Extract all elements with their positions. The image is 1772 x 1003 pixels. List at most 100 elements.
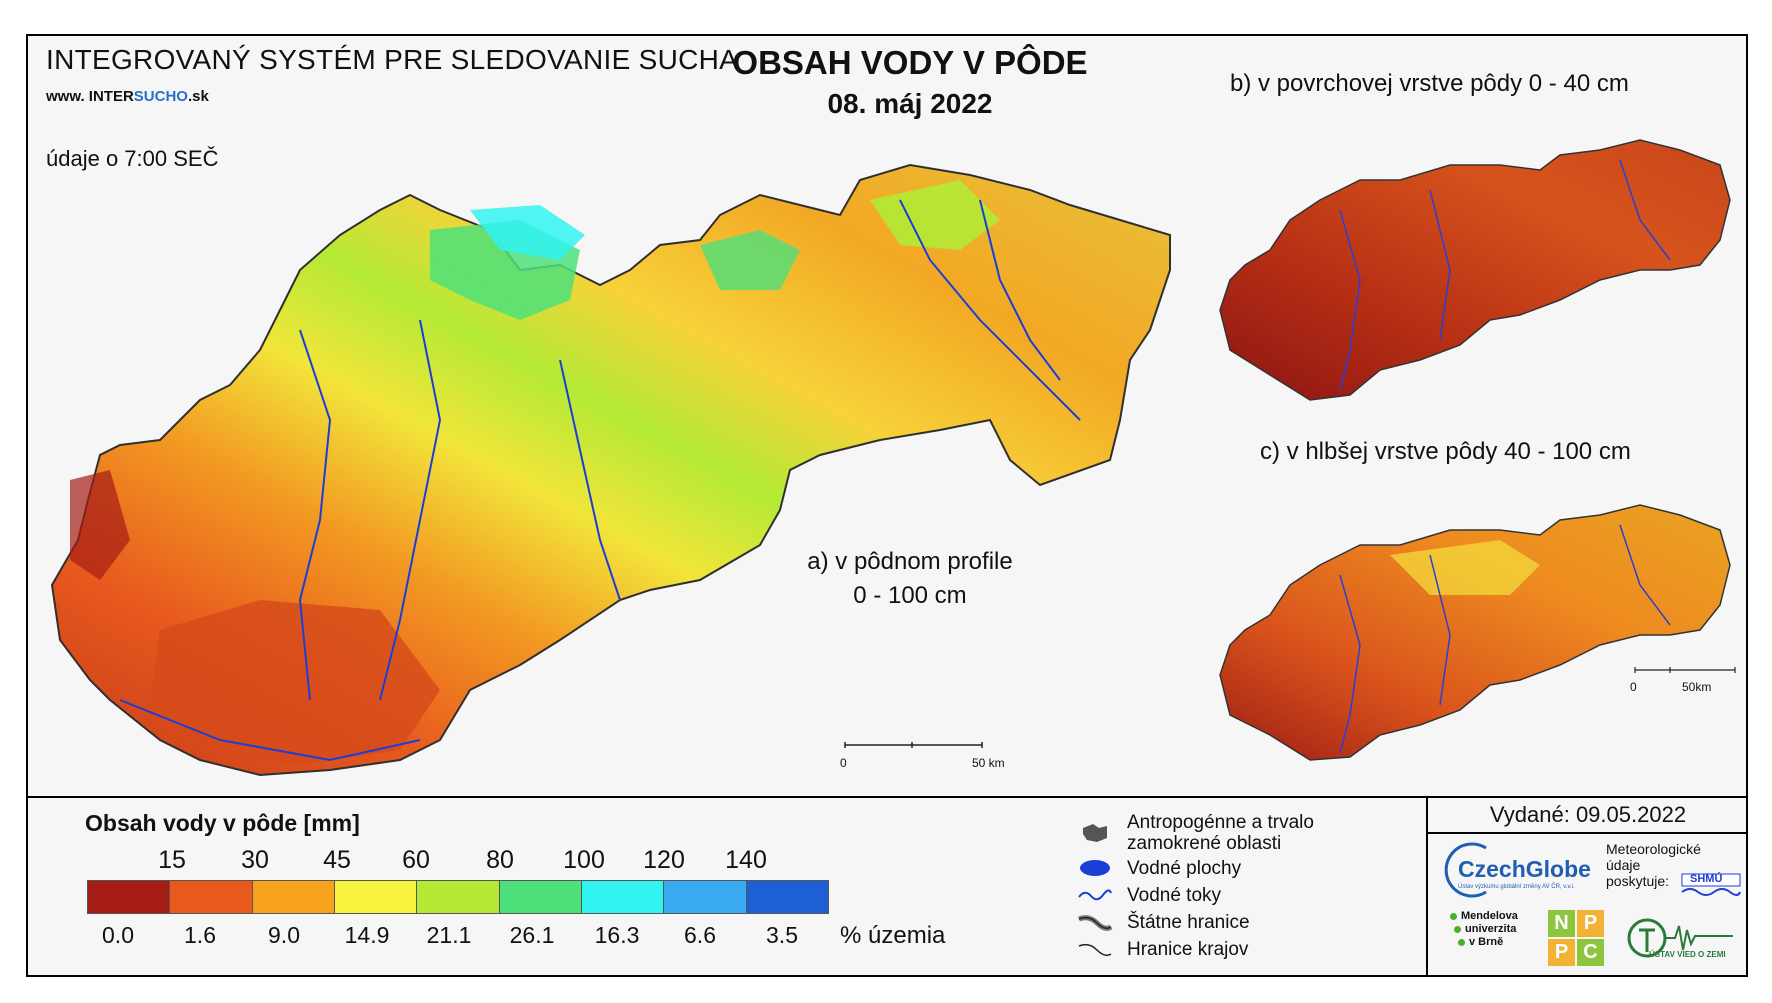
map-a-wet-region: [700, 230, 800, 290]
symbol-state-border: Štátne hranice: [1075, 909, 1250, 935]
url-prefix: www. INTER: [46, 88, 134, 105]
map-c-deep-layer: [1219, 504, 1736, 761]
mendel-line3: v Brně: [1469, 936, 1504, 948]
state-border-icon: [1075, 909, 1115, 935]
water-bodies-label: Vodné plochy: [1127, 857, 1242, 879]
map-a-scale-bar: [844, 742, 983, 748]
legend-percent: 1.6: [184, 922, 216, 948]
legend-color-swatch: [170, 881, 253, 913]
legend-color-swatch: [499, 881, 582, 913]
region-border-icon: [1075, 936, 1115, 962]
map-b-surface-layer: [1219, 139, 1731, 401]
legend-percent: 3.5: [766, 922, 798, 948]
footer-horizontal-divider: [1426, 832, 1748, 834]
legend-threshold: 80: [486, 846, 514, 874]
map-date: 08. máj 2022: [827, 88, 993, 119]
legend-percent: 26.1: [509, 922, 555, 948]
legend-divider: [26, 796, 1748, 798]
legend-percent: 16.3: [594, 922, 640, 948]
legend-percent: 21.1: [426, 922, 472, 948]
legend-color-bar: [87, 880, 829, 914]
legend-threshold: 30: [241, 846, 269, 874]
map-a-wet-region: [870, 180, 1000, 250]
map-a-soil-profile: [50, 163, 1171, 777]
state-border-label: Štátne hranice: [1127, 911, 1250, 933]
nppc-letter: P: [1548, 939, 1575, 966]
legend-color-swatch: [581, 881, 665, 913]
system-title: INTEGROVANÝ SYSTÉM PRE SLEDOVANIE SUCHA: [46, 44, 739, 75]
legend-percent: 0.0: [102, 922, 134, 948]
map-c-yellow-region: [1390, 540, 1540, 595]
shmu-logo[interactable]: SHMÚ: [1680, 872, 1742, 900]
map-c-scale-bar: [1634, 667, 1736, 673]
nppc-letter: C: [1577, 939, 1604, 966]
czechglobe-logo[interactable]: CzechGlobe Ústav výzkumu globální změny …: [1438, 842, 1598, 898]
map-b-label: b) v povrchovej vrstve pôdy 0 - 40 cm: [1230, 70, 1629, 97]
map-b-country-shape: [1219, 139, 1731, 401]
meteo-provider-note: Meteorologické údaje poskytuje:: [1606, 841, 1701, 889]
mendel-dot-icon: [1450, 913, 1457, 920]
map-a-scale-end: 50 km: [972, 756, 1005, 770]
map-a-label: a) v pôdnom profile 0 - 100 cm: [760, 545, 1060, 613]
legend-color-swatch: [417, 881, 500, 913]
legend-threshold: 45: [323, 846, 351, 874]
mendel-line1: Mendelova: [1461, 910, 1518, 922]
meteo-line3: poskytuje:: [1606, 873, 1670, 889]
legend-threshold: 15: [158, 846, 186, 874]
water-body-icon: [1075, 855, 1115, 881]
nppc-letter: N: [1548, 910, 1575, 937]
meteo-line1: Meteorologické: [1606, 841, 1701, 857]
map-c-scale-zero: 0: [1630, 680, 1637, 694]
map-a-wet-region: [470, 205, 585, 260]
legend-threshold: 140: [725, 846, 767, 874]
shmu-text: SHMÚ: [1690, 873, 1723, 885]
map-a-label-line1: a) v pôdnom profile: [807, 548, 1013, 575]
legend-threshold: 120: [643, 846, 685, 874]
czechglobe-name: CzechGlobe: [1458, 856, 1591, 882]
map-a-label-line2: 0 - 100 cm: [853, 582, 967, 609]
anthropogenic-label-2: zamokrené oblasti: [1127, 833, 1282, 854]
map-a-scale-zero: 0: [840, 756, 847, 770]
map-c-label: c) v hlbšej vrstve pôdy 40 - 100 cm: [1260, 438, 1631, 465]
legend-color-swatch: [334, 881, 418, 913]
nppc-logo[interactable]: N P P C: [1548, 910, 1604, 966]
mendel-dot-icon: [1454, 926, 1461, 933]
water-streams-label: Vodné toky: [1127, 884, 1222, 906]
legend-threshold: 60: [402, 846, 430, 874]
map-c-scale-end: 50km: [1682, 680, 1712, 694]
anthropogenic-area-icon: [1075, 820, 1115, 846]
mendel-dot-icon: [1458, 939, 1465, 946]
uvz-text: ÚSTAV VIED O ZEMI: [1649, 950, 1726, 959]
map-a-dry-region: [70, 470, 130, 580]
legend-color-swatch: [664, 881, 747, 913]
website-url[interactable]: www. INTERSUCHO.sk: [46, 88, 209, 105]
map-a-dry-region: [150, 600, 440, 765]
symbol-water-bodies: Vodné plochy: [1075, 855, 1241, 881]
map-b-rivers: [1339, 159, 1671, 391]
symbol-water-streams: Vodné toky: [1075, 882, 1221, 908]
symbol-region-border: Hranice krajov: [1075, 936, 1248, 962]
legend-percent: 6.6: [684, 922, 716, 948]
legend-percent: 9.0: [268, 922, 300, 948]
anthropogenic-label-1: Antropogénne a trvalo: [1127, 812, 1314, 833]
map-c-rivers: [1339, 524, 1671, 754]
meteo-line2: údaje: [1606, 857, 1641, 873]
water-stream-icon: [1075, 882, 1115, 908]
legend-color-swatch: [252, 881, 335, 913]
page-title: OBSAH VODY V PÔDE: [732, 44, 1088, 81]
issued-date: Vydané: 09.05.2022: [1489, 802, 1687, 827]
symbol-anthropogenic: Antropogénne a trvalo zamokrené oblasti: [1075, 812, 1314, 854]
map-c-country-shape: [1219, 504, 1731, 761]
mendel-university-logo[interactable]: Mendelova univerzita v Brně: [1450, 910, 1518, 949]
footer-vertical-divider: [1426, 796, 1428, 977]
legend-percent: 14.9: [344, 922, 390, 948]
url-highlight: SUCHO: [133, 88, 188, 105]
nppc-letter: P: [1577, 910, 1604, 937]
region-border-label: Hranice krajov: [1127, 938, 1249, 960]
url-suffix: .sk: [187, 88, 209, 105]
legend-percent-unit: % územia: [840, 922, 946, 949]
legend-threshold: 100: [563, 846, 605, 874]
czechglobe-subtitle: Ústav výzkumu globální změny AV ČR, v.v.…: [1458, 884, 1575, 890]
data-time-note: údaje o 7:00 SEČ: [46, 146, 219, 171]
earth-science-institute-logo[interactable]: ÚSTAV VIED O ZEMI: [1625, 908, 1735, 970]
